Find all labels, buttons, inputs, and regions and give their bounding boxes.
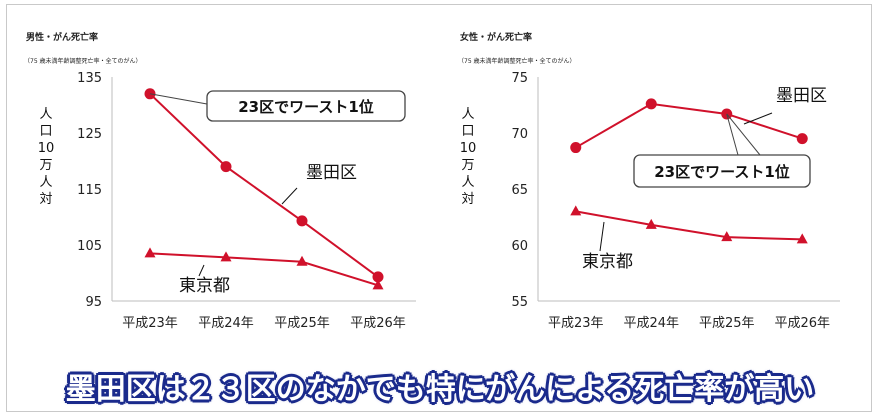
annotation-text: 23区でワースト1位 [654, 163, 790, 181]
data-point-triangle [570, 205, 582, 216]
male-chart-svg: 95 105 115 125 135 平成23年 平成24年 平成25年 平成26年 人口 10 万人… [38, 71, 416, 331]
y-tick-label: 115 [77, 183, 102, 198]
caption-bar: 墨田区は２３区のなかでも特にがんによる死亡率が高い [0, 360, 880, 412]
y-tick-label: 95 [85, 295, 102, 310]
annotation-leader [726, 113, 739, 156]
series-label-sumida: 墨田区 [776, 86, 827, 106]
series-label-leader [599, 221, 605, 252]
y-tick-label: 135 [77, 71, 102, 86]
x-tick-label: 平成25年 [274, 316, 330, 331]
annotation-box [633, 154, 811, 188]
series-label-leader [281, 187, 298, 205]
data-point-circle [296, 215, 308, 227]
y-tick-label: 75 [511, 71, 528, 86]
data-point-circle [220, 161, 232, 173]
male-chart-subtitle: （75 歳未満年齢調整死亡率・全てのがん） [24, 58, 142, 65]
series-label-tokyo: 東京都 [179, 276, 230, 296]
data-point-circle [372, 271, 384, 283]
data-point-triangle [645, 218, 657, 229]
x-tick-label: 平成23年 [122, 316, 178, 331]
x-tick-label: 平成24年 [623, 316, 679, 331]
y-tick-label: 105 [77, 239, 102, 254]
annotation-leader [149, 93, 208, 105]
female-chart-title: 女性・がん死亡率 [460, 33, 533, 43]
x-tick-label: 平成26年 [350, 316, 406, 331]
female-chart-subtitle: （75 歳未満年齢調整死亡率・全てのがん） [458, 58, 576, 65]
x-tick-label: 平成26年 [774, 316, 830, 331]
data-point-triangle [721, 231, 733, 242]
y-tick-label: 70 [511, 127, 528, 142]
series-line-sumida [149, 93, 379, 278]
caption-text: 墨田区は２３区のなかでも特にがんによる死亡率が高い [65, 372, 815, 407]
series-label-tokyo: 東京都 [582, 252, 633, 272]
male-chart-title: 男性・がん死亡率 [26, 33, 99, 43]
series-line-tokyo [149, 252, 379, 287]
data-point-triangle [220, 251, 232, 262]
data-point-triangle [372, 279, 384, 290]
female-chart-svg: 55 60 65 70 75 平成23年 平成24年 平成25年 平成26年 人口 10 万人対 墨田区… [460, 71, 840, 331]
y-tick-label: 125 [77, 127, 102, 142]
data-point-triangle [796, 233, 808, 244]
data-point-triangle [144, 247, 156, 258]
series-line-sumida [575, 102, 803, 149]
y-tick-label: 55 [511, 295, 528, 310]
data-point-circle [796, 133, 808, 145]
x-tick-label: 平成24年 [198, 316, 254, 331]
x-tick-label: 平成25年 [699, 316, 755, 331]
annotation-box [206, 90, 406, 122]
data-point-circle [570, 142, 582, 154]
series-label-leader [743, 112, 773, 125]
series-label-leader [198, 264, 205, 277]
female-chart-panel: 女性・がん死亡率 （75 歳未満年齢調整死亡率・全てのがん） 55 60 65 70 7… [448, 0, 868, 350]
series-label-sumida: 墨田区 [306, 163, 357, 183]
x-tick-label: 平成23年 [548, 316, 604, 331]
male-chart-panel: 男性・がん死亡率 （75 歳未満年齢調整死亡率・全てのがん） 95 105 115 1… [14, 0, 434, 350]
figure-frame [6, 4, 872, 412]
series-line-tokyo [575, 210, 803, 241]
data-point-circle [645, 98, 657, 110]
y-axis-label: 人口 10 万人対 [460, 107, 477, 207]
annotation-text: 23区でワースト1位 [238, 98, 374, 116]
annotation-leader [726, 113, 761, 156]
y-tick-label: 60 [511, 239, 528, 254]
y-tick-label: 65 [511, 183, 528, 198]
y-axis-label: 人口 10 万人対 [38, 107, 55, 207]
data-point-triangle [296, 255, 308, 266]
